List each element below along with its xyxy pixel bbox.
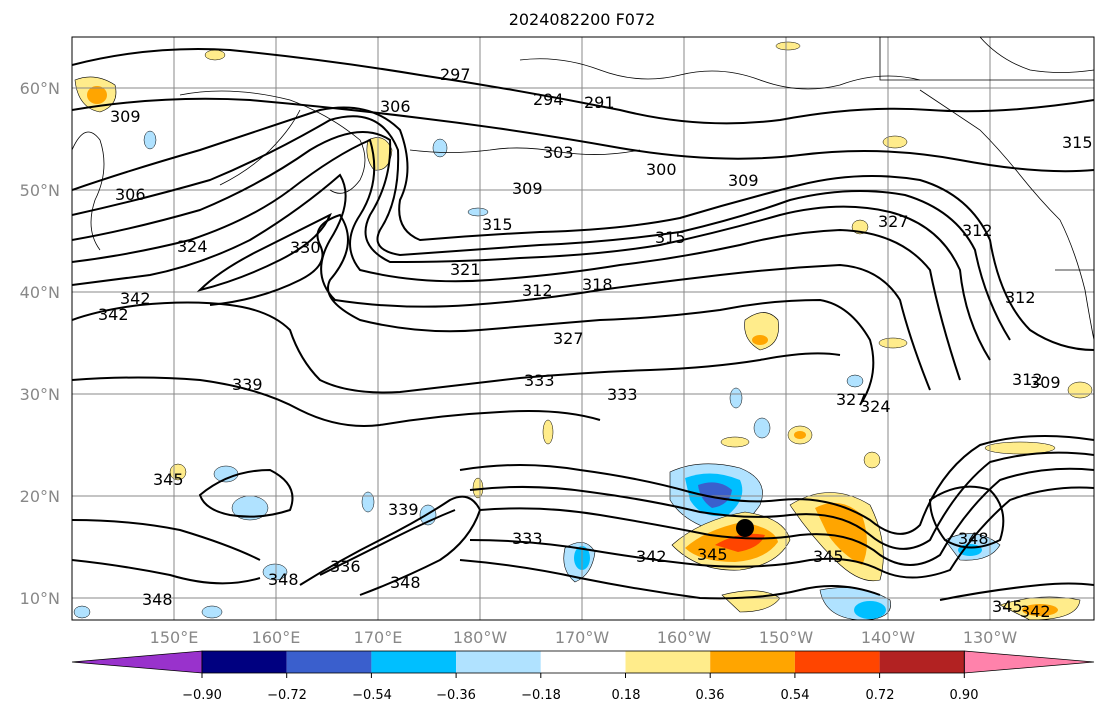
lat-label: 20°N — [20, 487, 60, 506]
lat-label: 40°N — [20, 283, 60, 302]
contour-label: 312 — [1005, 288, 1036, 307]
contour-label: 345 — [813, 547, 844, 566]
contour-label: 309 — [110, 107, 141, 126]
contour-label: 327 — [878, 212, 909, 231]
contour-label: 321 — [450, 260, 481, 279]
contour-label: 315 — [655, 228, 686, 247]
lon-label: 150°W — [759, 628, 814, 647]
gridlines — [72, 37, 1094, 620]
colorbar-tick-label: 0.36 — [696, 688, 725, 703]
lon-label: 170°W — [555, 628, 610, 647]
colorbar-tick-label: 0.72 — [866, 688, 895, 703]
colorbar-border — [201, 650, 965, 674]
storm-center-marker — [736, 519, 754, 537]
contour-label: 294 — [533, 90, 564, 109]
colorbar-tick-label: −0.18 — [521, 688, 561, 703]
colorbar-tick-label: −0.90 — [182, 688, 222, 703]
colorbar-segment — [456, 651, 541, 673]
colorbar-segment — [202, 651, 287, 673]
contour-label: 318 — [582, 275, 613, 294]
contour-label: 336 — [330, 557, 361, 576]
map-panel: 297 294 291 306 303 300 309 309 306 315 … — [71, 36, 1095, 621]
contour-label: 327 — [553, 329, 584, 348]
contour-label: 342 — [1020, 602, 1051, 621]
contour-label: 333 — [524, 371, 555, 390]
contour-label: 348 — [390, 573, 421, 592]
contour-label: 339 — [388, 500, 419, 519]
colorbar-segment — [794, 651, 880, 673]
contour-label: 327 — [836, 390, 867, 409]
contour-label: 312 — [962, 221, 993, 240]
contour-label: 333 — [512, 529, 543, 548]
contour-label: 345 — [697, 545, 728, 564]
contour-label: 309 — [1030, 373, 1061, 392]
contour-label: 333 — [607, 385, 638, 404]
contour-label: 297 — [440, 65, 471, 84]
contour-label: 309 — [728, 171, 759, 190]
contour-labels: 297 294 291 306 303 300 309 309 306 315 … — [98, 65, 1093, 621]
colorbar-segment — [710, 651, 795, 673]
contours — [72, 48, 1094, 601]
contour-label: 342 — [636, 547, 667, 566]
lon-label: 160°W — [657, 628, 712, 647]
colorbar-segment — [371, 651, 457, 673]
lat-label: 10°N — [20, 589, 60, 608]
colorbar-segment — [540, 651, 626, 673]
colorbar-segment — [625, 651, 711, 673]
contour-label: 324 — [177, 237, 208, 256]
lon-label: 160°E — [252, 628, 301, 647]
colorbar-tick-label: −0.36 — [436, 688, 476, 703]
contour-label: 330 — [290, 238, 321, 257]
contour-label: 303 — [543, 143, 574, 162]
contour-label: 348 — [958, 529, 989, 548]
contour-label: 309 — [512, 179, 543, 198]
contour-label: 345 — [153, 470, 184, 489]
colorbar-tick-label: 0.18 — [612, 688, 641, 703]
lon-label: 140°W — [861, 628, 916, 647]
lat-label: 30°N — [20, 385, 60, 404]
contour-label: 342 — [120, 289, 151, 308]
colorbar-tick-label: −0.72 — [267, 688, 307, 703]
lat-label: 50°N — [20, 181, 60, 200]
contour-label: 315 — [482, 215, 513, 234]
contour-label: 342 — [98, 305, 129, 324]
lat-label: 60°N — [20, 79, 60, 98]
map-title: 2024082200 F072 — [508, 10, 656, 29]
colorbar-tick-label: 0.54 — [781, 688, 810, 703]
lat-labels: 60°N 50°N 40°N 30°N 20°N 10°N — [20, 79, 60, 608]
map-frame — [71, 36, 1095, 621]
colorbar-segment — [286, 651, 372, 673]
colorbar-tick-label: −0.54 — [352, 688, 392, 703]
contour-label: 312 — [1012, 370, 1043, 389]
contour-label: 348 — [142, 590, 173, 609]
contour-label: 324 — [860, 397, 891, 416]
colorbar-segment — [879, 651, 965, 673]
lon-label: 130°W — [963, 628, 1018, 647]
contour-label: 339 — [232, 375, 263, 394]
contour-label: 291 — [584, 93, 615, 112]
colorbar-extension-right — [963, 650, 1095, 674]
contour-label: 300 — [646, 160, 677, 179]
lon-labels: 150°E 160°E 170°E 180°W 170°W 160°W 150°… — [150, 628, 1018, 647]
colorbar: −0.90 −0.72 −0.54 −0.36 −0.18 0.18 0.36 … — [71, 650, 1095, 703]
contour-label: 315 — [1062, 133, 1093, 152]
colorbar-extension-left — [71, 650, 203, 674]
contour-label: 306 — [380, 97, 411, 116]
contour-label: 306 — [115, 185, 146, 204]
contour-label: 345 — [992, 597, 1023, 616]
contour-label: 348 — [268, 570, 299, 589]
lon-label: 170°E — [354, 628, 403, 647]
colorbar-tick-labels: −0.90 −0.72 −0.54 −0.36 −0.18 0.18 0.36 … — [182, 688, 978, 703]
contour-label: 312 — [522, 281, 553, 300]
lon-label: 180°W — [453, 628, 508, 647]
colorbar-tick-label: 0.90 — [950, 688, 979, 703]
lon-label: 150°E — [150, 628, 199, 647]
